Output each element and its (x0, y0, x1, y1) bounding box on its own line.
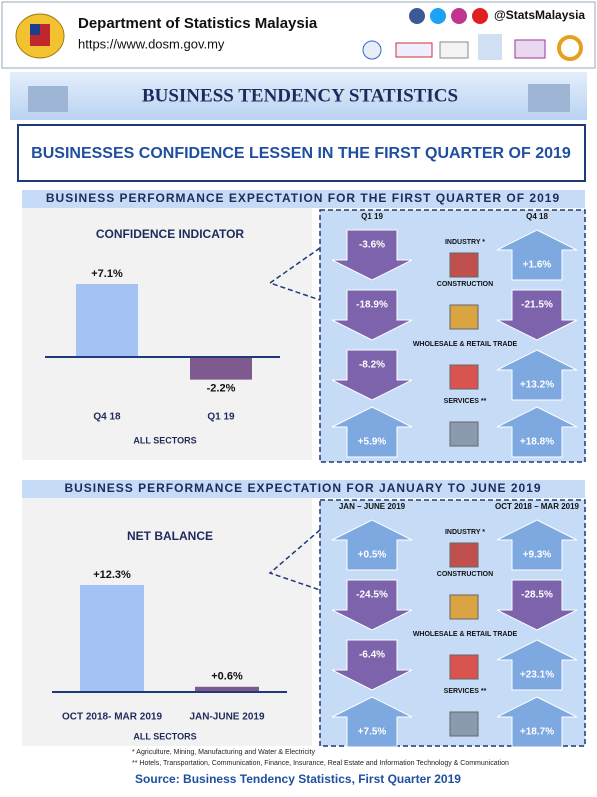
arrow (331, 696, 413, 748)
banner-icons (28, 84, 570, 112)
arrow-label: -18.9% (356, 300, 388, 311)
section-title: BUSINESS PERFORMANCE EXPECTATION FOR THE… (46, 191, 560, 205)
sector-icon (449, 594, 479, 620)
arrow-label: +0.5% (358, 550, 387, 561)
sector-icon (449, 364, 479, 390)
section-header (22, 480, 585, 498)
bar (195, 686, 259, 692)
sector-label: CONSTRUCTION (437, 281, 493, 288)
sector-label: CONSTRUCTION (437, 571, 493, 578)
arrow-label: +18.8% (520, 437, 554, 448)
sector-icon (449, 421, 479, 447)
connector (268, 247, 321, 591)
social-handle: @StatsMalaysia (494, 8, 585, 22)
bar (80, 585, 144, 692)
headline-box (17, 124, 586, 182)
sector-label: SERVICES ** (444, 398, 487, 405)
x-tick-label: JAN-JUNE 2019 (189, 712, 264, 723)
value-label: +0.6% (211, 671, 243, 683)
banner (10, 72, 587, 120)
section-header (22, 190, 585, 208)
partner-logos (362, 34, 583, 61)
social-icons (409, 8, 488, 24)
section-title: BUSINESS PERFORMANCE EXPECTATION FOR JAN… (64, 481, 541, 495)
sector-icon (449, 304, 479, 330)
arrow (331, 579, 413, 631)
arrow-label: +13.2% (520, 380, 554, 391)
sector-icon (449, 654, 479, 680)
source: Source: Business Tendency Statistics, Fi… (135, 772, 461, 786)
chart-title: CONFIDENCE INDICATOR (96, 227, 245, 241)
sector-icon (449, 252, 479, 278)
arrow-label: +1.6% (523, 260, 552, 271)
footnote: ** Hotels, Transportation, Communication… (132, 760, 509, 767)
arrow-label: -6.4% (359, 650, 385, 661)
arrow (331, 289, 413, 341)
headline: BUSINESSES CONFIDENCE LESSEN IN THE FIRS… (31, 145, 571, 162)
sector-label: INDUSTRY * (445, 239, 485, 246)
arrow (331, 639, 413, 691)
arrow (496, 639, 578, 691)
arrow (496, 349, 578, 401)
arrow-label: -8.2% (359, 360, 385, 371)
emblem (15, 13, 65, 59)
banner-title: BUSINESS TENDENCY STATISTICS (142, 85, 458, 106)
arrow-label: +5.9% (358, 437, 387, 448)
arrow (496, 406, 578, 458)
arrow (331, 519, 413, 571)
column-header: Q1 19 (361, 212, 383, 221)
arrow-label: -24.5% (356, 590, 388, 601)
url: https://www.dosm.gov.my (78, 36, 225, 51)
arrow-label: -21.5% (521, 300, 553, 311)
arrow (496, 579, 578, 631)
value-label: +7.1% (91, 268, 123, 280)
value-label: -2.2% (207, 383, 236, 395)
arrow (496, 696, 578, 748)
arrow (496, 229, 578, 281)
arrow (496, 519, 578, 571)
bar (76, 284, 138, 357)
chart-panel (22, 498, 312, 746)
sector-icon (449, 711, 479, 737)
arrow-label: +7.5% (358, 727, 387, 738)
footnote: * Agriculture, Mining, Manufacturing and… (132, 749, 315, 756)
x-tick-label: Q4 18 (93, 412, 121, 423)
chart-panel (22, 208, 312, 460)
sector-label: INDUSTRY * (445, 529, 485, 536)
arrow-label: -28.5% (521, 590, 553, 601)
arrow-label: +18.7% (520, 727, 554, 738)
x-axis-label: ALL SECTORS (133, 435, 196, 445)
arrow (496, 289, 578, 341)
sector-label: SERVICES ** (444, 688, 487, 695)
arrow-label: -3.6% (359, 240, 385, 251)
column-header: OCT 2018 – MAR 2019 (495, 502, 580, 511)
sector-label: WHOLESALE & RETAIL TRADE (413, 631, 518, 638)
sector-icon (449, 542, 479, 568)
org-name: Department of Statistics Malaysia (78, 15, 318, 32)
chart-title: NET BALANCE (127, 529, 213, 543)
column-header: Q4 18 (526, 212, 548, 221)
arrow-label: +9.3% (523, 550, 552, 561)
arrow (331, 229, 413, 281)
bar (190, 357, 252, 380)
value-label: +12.3% (93, 569, 131, 581)
sector-label: WHOLESALE & RETAIL TRADE (413, 341, 518, 348)
arrow (331, 406, 413, 458)
arrow (331, 349, 413, 401)
x-tick-label: OCT 2018- MAR 2019 (62, 712, 162, 723)
x-tick-label: Q1 19 (207, 412, 235, 423)
column-header: JAN – JUNE 2019 (339, 502, 406, 511)
x-axis-label: ALL SECTORS (133, 731, 196, 741)
arrow-label: +23.1% (520, 670, 554, 681)
